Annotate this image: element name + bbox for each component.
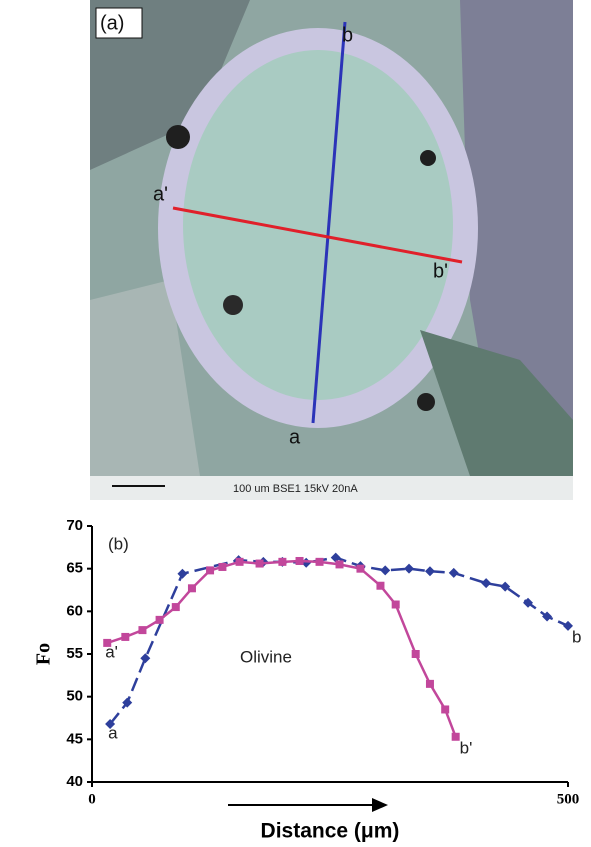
data-point: [404, 563, 415, 574]
data-point: [315, 557, 324, 566]
x-axis-label: Distance (μm): [261, 820, 400, 843]
data-point: [122, 697, 133, 708]
y-tick-label: 55: [66, 645, 83, 662]
data-point: [295, 556, 304, 565]
data-point: [481, 578, 492, 589]
data-point: [177, 568, 188, 579]
data-point: [206, 566, 215, 575]
y-tick-label: 65: [66, 560, 83, 577]
data-point: [103, 638, 112, 647]
panel-label: (a): [100, 12, 124, 34]
end-label: b': [460, 738, 473, 757]
data-point: [105, 718, 116, 729]
data-point: [138, 626, 147, 635]
data-point: [218, 562, 227, 571]
data-point: [523, 597, 534, 608]
line-label: b': [433, 260, 448, 282]
y-tick-label: 50: [66, 688, 83, 705]
data-point: [140, 653, 151, 664]
y-axis-label: Fo: [33, 643, 55, 665]
data-point: [356, 564, 365, 573]
panel-label: (b): [108, 534, 129, 553]
series-line: [109, 556, 569, 725]
data-point: [121, 632, 130, 641]
y-tick-label: 45: [66, 730, 83, 747]
distance-arrow: [228, 798, 388, 812]
micrograph: (a) b a a' b' 100 um BSE1 15kV 20nA: [90, 0, 573, 500]
data-point: [411, 650, 420, 658]
data-point: [441, 705, 450, 714]
data-point: [335, 560, 344, 569]
line-label: b: [342, 24, 353, 46]
y-tick-label: 60: [66, 602, 83, 619]
data-point: [424, 566, 435, 577]
scale-text: 100 um BSE1 15kV 20nA: [233, 483, 358, 495]
end-label: a': [105, 642, 118, 661]
data-point: [451, 732, 460, 741]
data-point: [255, 559, 264, 568]
data-point: [542, 611, 553, 622]
annotation: Olivine: [240, 647, 292, 666]
y-tick-label: 70: [66, 517, 83, 534]
data-point: [448, 567, 459, 578]
x-tick-label: 0: [88, 791, 96, 807]
x-tick-label: 500: [557, 791, 580, 807]
data-point: [330, 552, 341, 563]
data-point: [155, 615, 164, 624]
data-point: [563, 620, 573, 631]
data-point: [380, 565, 391, 576]
data-point: [425, 679, 434, 688]
end-label: b: [572, 627, 581, 646]
data-point: [376, 581, 385, 590]
line-label: a': [153, 183, 168, 205]
data-point: [278, 557, 287, 566]
data-point: [187, 584, 196, 593]
y-tick-label: 40: [66, 773, 83, 790]
data-point: [391, 600, 400, 609]
data-point: [235, 557, 244, 566]
data-point: [171, 603, 180, 612]
line-label: a: [289, 426, 301, 448]
data-point: [500, 581, 511, 592]
end-label: a: [108, 723, 118, 742]
